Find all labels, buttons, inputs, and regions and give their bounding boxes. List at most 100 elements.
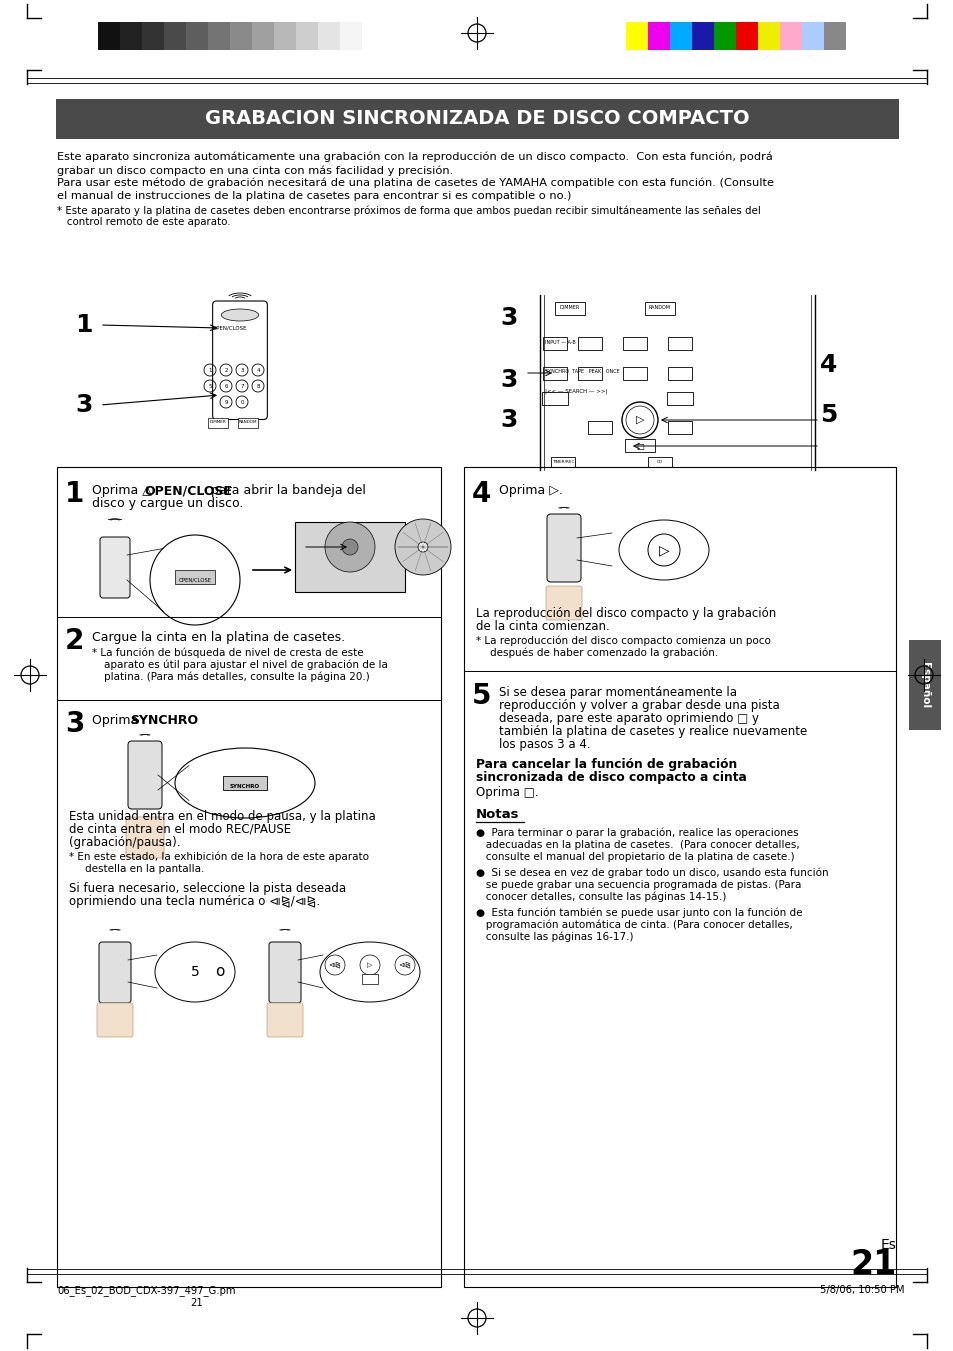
Bar [578, 336, 601, 350]
Text: destella en la pantalla.: destella en la pantalla. [85, 865, 204, 874]
Ellipse shape [618, 520, 708, 580]
Bar [647, 457, 671, 469]
Text: 4: 4 [256, 367, 259, 373]
Text: consulte las páginas 16-17.): consulte las páginas 16-17.) [476, 932, 633, 943]
Text: sincronizada de disco compacto a cinta: sincronizada de disco compacto a cinta [476, 771, 746, 784]
Ellipse shape [221, 309, 258, 322]
Bar [186, 22, 208, 50]
Text: (grabación/pausa).: (grabación/pausa). [69, 836, 180, 848]
Text: 21: 21 [190, 1298, 203, 1308]
Text: deseada, pare este aparato oprimiendo □ y: deseada, pare este aparato oprimiendo □ … [498, 712, 759, 725]
Bar [667, 422, 691, 434]
Text: Cargue la cinta en la platina de casetes.: Cargue la cinta en la platina de casetes… [91, 631, 345, 644]
Text: 1: 1 [208, 367, 212, 373]
Text: GRABACION SINCRONIZADA DE DISCO COMPACTO: GRABACION SINCRONIZADA DE DISCO COMPACTO [205, 109, 748, 128]
Text: reproducción y volver a grabar desde una pista: reproducción y volver a grabar desde una… [498, 698, 779, 712]
Text: 3: 3 [65, 711, 84, 738]
Text: |<< — SEARCH — >>|: |<< — SEARCH — >>| [544, 389, 607, 394]
Text: 4: 4 [472, 480, 491, 508]
Bar [622, 336, 646, 350]
Text: SYNCHRO  TAPE   PEAK   ONCE: SYNCHRO TAPE PEAK ONCE [544, 369, 619, 374]
Text: Oprima ▷.: Oprima ▷. [498, 484, 562, 497]
Text: Notas: Notas [476, 808, 519, 821]
Text: * Este aparato y la platina de casetes deben encontrarse próximos de forma que a: * Este aparato y la platina de casetes d… [57, 205, 760, 216]
Bar [801, 22, 823, 50]
Bar [174, 570, 214, 584]
Bar [223, 775, 267, 790]
Bar [237, 417, 257, 428]
Bar [622, 367, 646, 380]
Text: DIMMER: DIMMER [210, 420, 226, 424]
Text: Esta unidad entra en el modo de pausa, y la platina: Esta unidad entra en el modo de pausa, y… [69, 811, 375, 823]
Text: TIMER/REC: TIMER/REC [551, 459, 574, 463]
Bar [295, 22, 317, 50]
Bar [120, 22, 142, 50]
Circle shape [341, 539, 357, 555]
Text: Para usar este método de grabación necesitará de una platina de casetes de YAMAH: Para usar este método de grabación neces… [57, 178, 773, 189]
Text: aparato es útil para ajustar el nivel de grabación de la: aparato es útil para ajustar el nivel de… [104, 661, 388, 670]
Bar [463, 467, 895, 1288]
Bar [587, 422, 612, 434]
Text: oprimiendo una tecla numérica o ⧏⧎/⧏⧎.: oprimiendo una tecla numérica o ⧏⧎/⧏⧎. [69, 894, 320, 908]
Text: ⧏⧎: ⧏⧎ [398, 962, 411, 969]
FancyBboxPatch shape [99, 942, 131, 1002]
Text: DIMMER: DIMMER [559, 305, 579, 309]
FancyBboxPatch shape [128, 740, 162, 809]
Bar [208, 417, 228, 428]
Bar [339, 22, 361, 50]
Bar [294, 521, 405, 592]
Circle shape [417, 542, 428, 553]
Text: 3: 3 [499, 367, 517, 392]
Text: OPEN/CLOSE: OPEN/CLOSE [144, 484, 232, 497]
Bar [780, 22, 801, 50]
Text: La reproducción del disco compacto y la grabación: La reproducción del disco compacto y la … [476, 607, 776, 620]
Text: 0: 0 [240, 400, 244, 404]
Text: 3: 3 [240, 367, 244, 373]
Bar [555, 303, 584, 315]
Bar [164, 22, 186, 50]
Circle shape [395, 519, 451, 576]
Text: 1: 1 [65, 480, 84, 508]
Text: 3: 3 [75, 393, 92, 417]
Bar [541, 392, 567, 405]
Text: * En este estado, la exhibición de la hora de este aparato: * En este estado, la exhibición de la ho… [69, 852, 369, 862]
Text: INPUT — A-B: INPUT — A-B [544, 340, 576, 346]
Text: Español: Español [919, 662, 929, 708]
Text: o: o [215, 965, 225, 979]
Bar [691, 22, 713, 50]
Bar [252, 22, 274, 50]
FancyBboxPatch shape [269, 942, 301, 1002]
Bar [644, 303, 675, 315]
Text: 9: 9 [224, 400, 228, 404]
Text: 5/8/06, 10:50 PM: 5/8/06, 10:50 PM [820, 1285, 903, 1296]
Text: adecuadas en la platina de casetes.  (Para conocer detalles,: adecuadas en la platina de casetes. (Par… [476, 840, 799, 850]
Bar [667, 367, 691, 380]
Text: RANDOM: RANDOM [648, 305, 670, 309]
Text: 5: 5 [208, 384, 212, 389]
Text: Para cancelar la función de grabación: Para cancelar la función de grabación [476, 758, 737, 771]
Text: .: . [177, 713, 181, 727]
FancyBboxPatch shape [267, 1002, 303, 1038]
FancyBboxPatch shape [213, 301, 267, 420]
FancyBboxPatch shape [100, 536, 130, 598]
Text: ●  Para terminar o parar la grabación, realice las operaciones: ● Para terminar o parar la grabación, re… [476, 828, 798, 839]
Text: disco y cargue un disco.: disco y cargue un disco. [91, 497, 243, 509]
Bar [274, 22, 295, 50]
Text: * La reproducción del disco compacto comienza un poco: * La reproducción del disco compacto com… [476, 635, 770, 646]
Text: de cinta entra en el modo REC/PAUSE: de cinta entra en el modo REC/PAUSE [69, 823, 291, 836]
Text: de la cinta comienzan.: de la cinta comienzan. [476, 620, 609, 634]
Bar [669, 22, 691, 50]
Bar [98, 22, 120, 50]
Text: Oprima □.: Oprima □. [476, 786, 537, 798]
Bar [56, 99, 898, 139]
Text: Oprima: Oprima [91, 713, 142, 727]
Bar [908, 640, 940, 730]
Text: 2: 2 [224, 367, 228, 373]
Text: 4: 4 [820, 353, 837, 377]
Bar [208, 22, 230, 50]
FancyBboxPatch shape [97, 1002, 132, 1038]
Text: ⧏⧎: ⧏⧎ [328, 962, 341, 969]
Text: 06_Es_02_BOD_CDX-397_497_G.pm: 06_Es_02_BOD_CDX-397_497_G.pm [57, 1285, 235, 1296]
Text: ▷: ▷ [367, 962, 373, 969]
Text: 6: 6 [224, 384, 228, 389]
